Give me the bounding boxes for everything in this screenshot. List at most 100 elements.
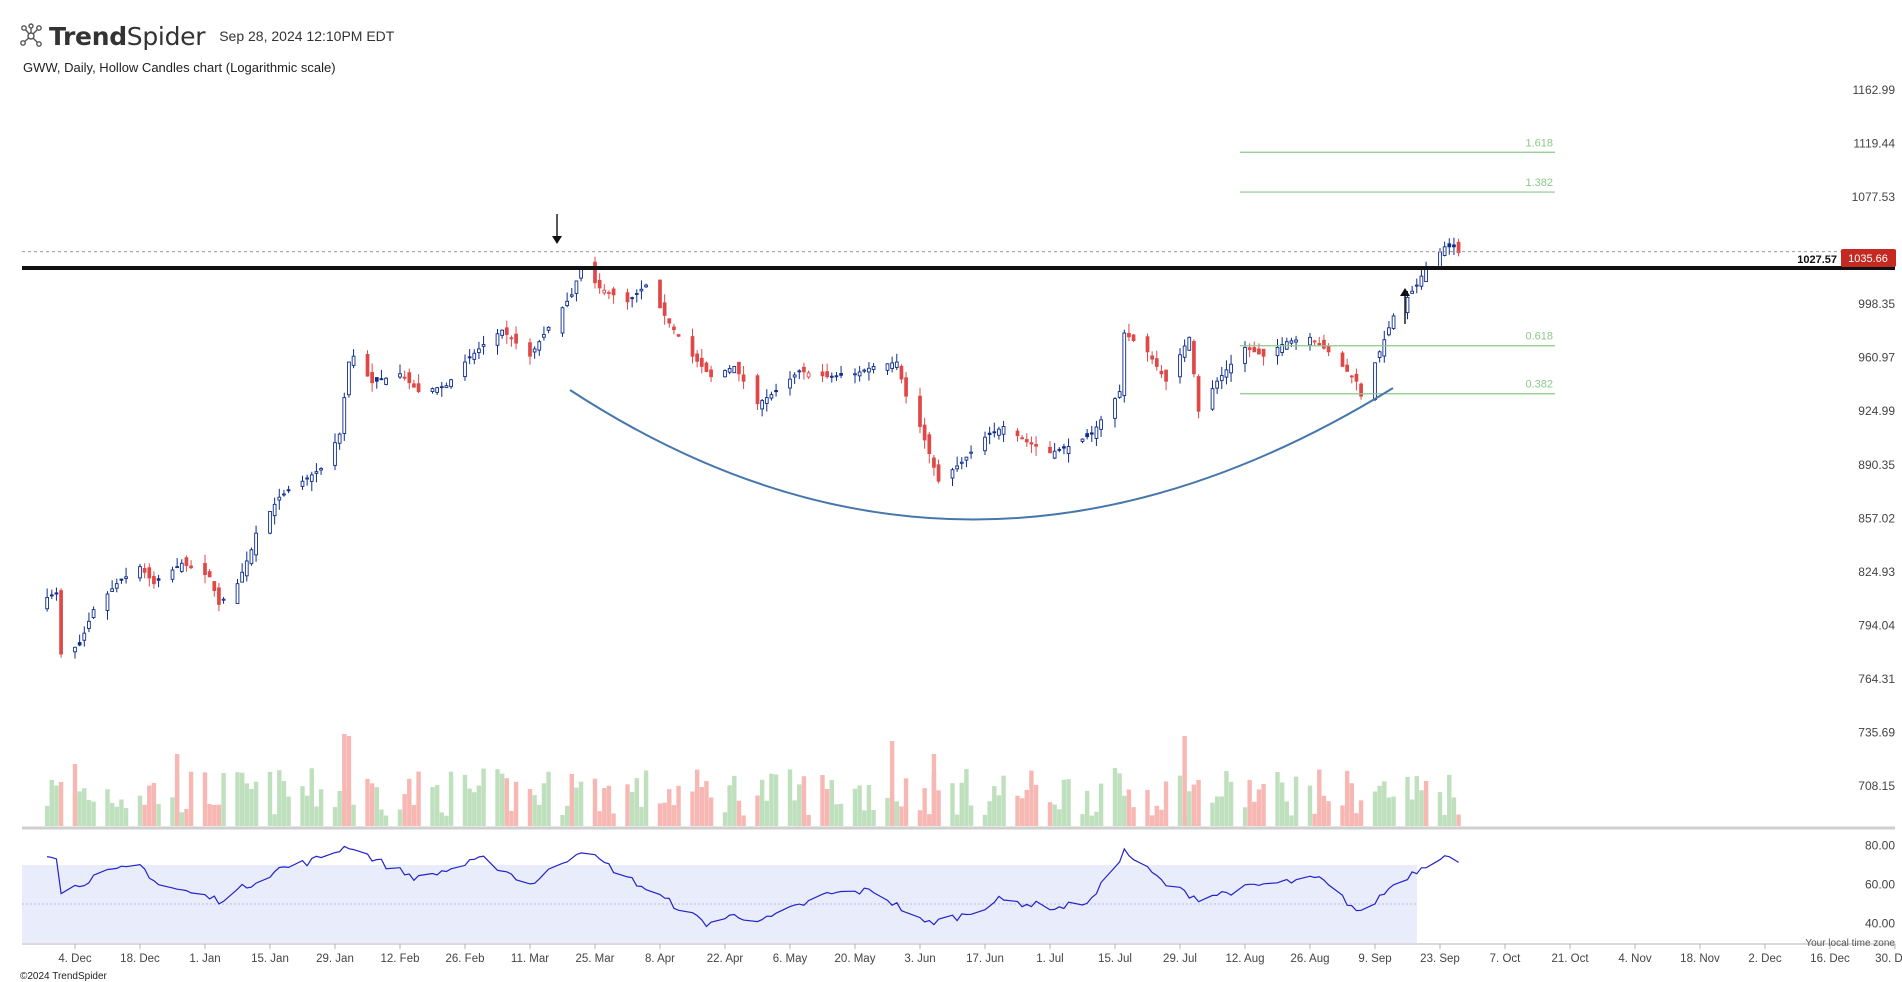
candle-body	[899, 365, 904, 380]
candle	[54, 587, 59, 601]
volume-bar	[1163, 781, 1169, 826]
volume-bar	[1094, 811, 1099, 826]
candle-body	[119, 578, 124, 581]
volume-bar	[862, 810, 867, 826]
candle-body	[1099, 419, 1103, 430]
volume-bar	[820, 775, 825, 826]
candle-body	[1414, 284, 1419, 287]
x-tick-label: 26. Aug	[1290, 953, 1329, 965]
candle-body	[969, 451, 973, 454]
candle-body	[254, 532, 258, 556]
volume-bar	[1344, 770, 1350, 826]
x-tick-label: 29. Jan	[316, 953, 354, 965]
candle-body	[704, 362, 709, 373]
volume-bar	[1177, 775, 1183, 826]
candle	[825, 363, 829, 379]
candle-body	[282, 493, 286, 496]
volume-bar	[569, 774, 574, 826]
x-tick-label: 9. Sep	[1358, 953, 1391, 965]
volume-bar	[824, 789, 830, 826]
x-tick-label: 1. Jul	[1036, 953, 1064, 965]
x-tick-label: 21. Oct	[1551, 953, 1589, 965]
candle	[477, 341, 481, 360]
candle-body	[1438, 251, 1442, 268]
candle	[899, 364, 904, 384]
candle-body	[1001, 426, 1006, 435]
volume-bar	[1015, 795, 1020, 826]
volume-bar	[829, 779, 834, 826]
candle-body	[477, 348, 481, 353]
candle	[797, 369, 802, 380]
volume-bar	[1126, 789, 1132, 826]
volume-bar	[156, 803, 161, 826]
volume-bar	[286, 796, 291, 826]
volume-bar	[448, 771, 454, 826]
candle	[1447, 238, 1452, 255]
candle	[959, 457, 964, 470]
candle	[1024, 433, 1029, 447]
candle	[639, 280, 644, 300]
volume-bar	[982, 814, 988, 826]
candle-body	[528, 342, 532, 357]
x-tick-label: 11. Mar	[511, 953, 549, 965]
candle	[699, 348, 704, 374]
candle	[1159, 365, 1164, 379]
candle	[472, 349, 477, 365]
candle-body	[370, 371, 374, 384]
volume-bar	[509, 811, 514, 826]
candle-body	[537, 341, 542, 351]
candle-body	[1410, 290, 1414, 294]
volume-bar	[968, 805, 974, 826]
volume-bar	[931, 754, 937, 826]
volume-bar	[244, 783, 249, 826]
candle-body	[1196, 376, 1201, 412]
volume-bar	[1057, 809, 1062, 826]
candle	[444, 382, 449, 389]
candle-body	[1317, 343, 1322, 346]
candle	[607, 290, 611, 300]
volume-bar	[342, 734, 347, 826]
candle	[1020, 434, 1024, 440]
candle-body	[593, 261, 597, 284]
candle	[142, 563, 147, 579]
volume-bar	[773, 774, 779, 826]
y-tick-label: 960.97	[1858, 351, 1895, 365]
candle-body	[853, 373, 857, 376]
candle-body	[630, 297, 634, 300]
volume-bar	[527, 788, 533, 826]
candle	[105, 591, 110, 620]
candle-body	[235, 583, 240, 604]
x-tick-label: 16. Dec	[1810, 953, 1850, 965]
candle-body	[1359, 383, 1363, 397]
candle-body	[1275, 347, 1280, 357]
candle	[760, 398, 764, 417]
candle-body	[607, 292, 611, 294]
x-tick-label: 3. Jun	[904, 953, 935, 965]
rsi-axis-label: 60.00	[1865, 878, 1895, 892]
candle	[467, 348, 472, 365]
candle	[1424, 261, 1428, 283]
candle-body	[91, 609, 96, 618]
volume-bar	[741, 815, 746, 826]
volume-bar	[411, 804, 417, 826]
candle	[1196, 374, 1201, 419]
candle	[593, 256, 597, 289]
candle	[1377, 350, 1382, 363]
candle	[333, 433, 337, 471]
candle-body	[277, 496, 282, 501]
volume-bar	[1224, 771, 1229, 826]
candle-body	[1387, 327, 1391, 336]
candle	[244, 551, 249, 582]
candle	[704, 361, 709, 373]
candle-body	[625, 292, 630, 303]
volume-bar	[318, 789, 324, 826]
volume-bar	[49, 779, 54, 826]
candle-body	[1150, 355, 1154, 360]
volume-bar	[806, 814, 811, 826]
volume-bar	[1419, 790, 1424, 826]
candle-body	[1145, 336, 1150, 353]
candle-body	[597, 279, 602, 289]
candle-body	[565, 300, 569, 307]
candle-body	[439, 386, 444, 389]
